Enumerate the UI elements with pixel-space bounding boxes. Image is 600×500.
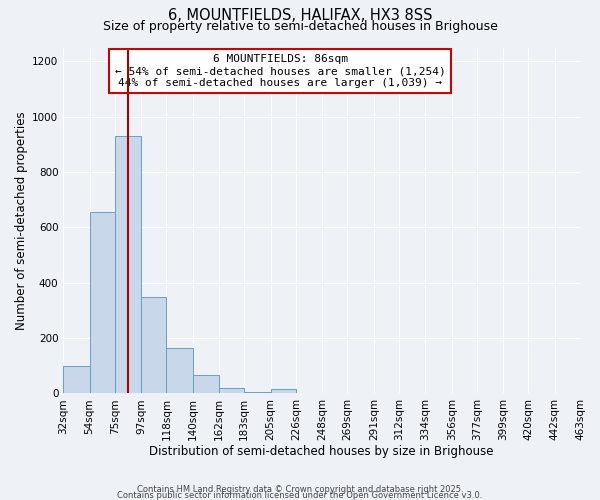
Text: 6 MOUNTFIELDS: 86sqm
← 54% of semi-detached houses are smaller (1,254)
44% of se: 6 MOUNTFIELDS: 86sqm ← 54% of semi-detac… <box>115 54 446 88</box>
Bar <box>219 388 244 394</box>
Bar <box>115 136 141 394</box>
Bar <box>89 212 115 394</box>
Bar <box>193 376 219 394</box>
X-axis label: Distribution of semi-detached houses by size in Brighouse: Distribution of semi-detached houses by … <box>149 444 494 458</box>
Y-axis label: Number of semi-detached properties: Number of semi-detached properties <box>15 111 28 330</box>
Bar <box>63 366 89 394</box>
Bar <box>244 392 271 394</box>
Text: Contains HM Land Registry data © Crown copyright and database right 2025.: Contains HM Land Registry data © Crown c… <box>137 484 463 494</box>
Bar <box>271 389 296 394</box>
Bar <box>166 348 193 394</box>
Text: Size of property relative to semi-detached houses in Brighouse: Size of property relative to semi-detach… <box>103 20 497 33</box>
Text: Contains public sector information licensed under the Open Government Licence v3: Contains public sector information licen… <box>118 490 482 500</box>
Bar <box>141 296 166 394</box>
Text: 6, MOUNTFIELDS, HALIFAX, HX3 8SS: 6, MOUNTFIELDS, HALIFAX, HX3 8SS <box>168 8 432 22</box>
